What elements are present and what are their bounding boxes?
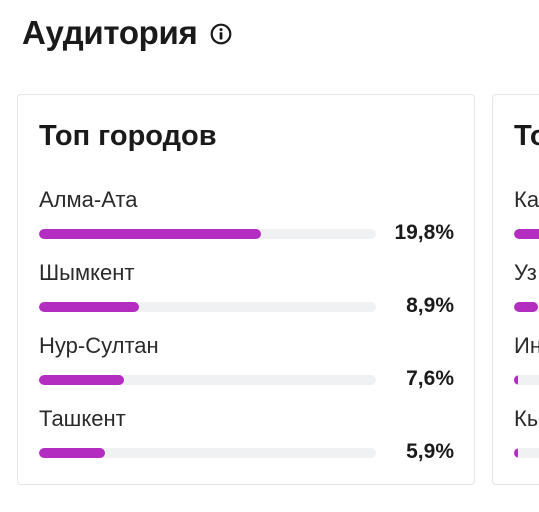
row-label: Ка xyxy=(514,187,539,212)
city-percent: 8,9% xyxy=(406,294,454,317)
top-cities-card: Топ городов Алма-Ата 19,8% Шымкент 8,9% … xyxy=(17,94,475,485)
row-label: Ин xyxy=(514,333,539,358)
progress-fill xyxy=(39,302,139,312)
city-percent: 19,8% xyxy=(394,221,454,244)
city-percent: 5,9% xyxy=(406,440,454,463)
card-title: Топ городов xyxy=(39,120,217,152)
section-title: Аудитория xyxy=(22,14,198,51)
progress-fill xyxy=(39,375,125,385)
progress-fill xyxy=(514,302,538,312)
city-label: Алма-Ата xyxy=(39,187,138,212)
section-header: Аудитория xyxy=(22,10,232,56)
second-card: То Ка Уз Ин Кы xyxy=(492,94,539,485)
progress-track xyxy=(514,302,539,312)
progress-fill xyxy=(514,229,539,239)
card-title: То xyxy=(514,120,539,152)
city-label: Шымкент xyxy=(39,260,135,285)
city-label: Нур-Султан xyxy=(39,333,159,358)
city-label: Ташкент xyxy=(39,406,126,431)
progress-track xyxy=(514,375,539,385)
progress-fill xyxy=(514,448,518,458)
city-percent: 7,6% xyxy=(406,367,454,390)
progress-fill xyxy=(514,375,519,385)
progress-track xyxy=(39,375,376,385)
progress-fill xyxy=(39,229,262,239)
progress-track xyxy=(39,302,376,312)
progress-track xyxy=(39,448,376,458)
progress-fill xyxy=(39,448,106,458)
progress-track xyxy=(514,229,539,239)
row-label: Кы xyxy=(514,406,539,431)
progress-track xyxy=(39,229,376,239)
info-icon[interactable] xyxy=(210,23,232,45)
row-label: Уз xyxy=(514,260,537,285)
progress-track xyxy=(514,448,539,458)
